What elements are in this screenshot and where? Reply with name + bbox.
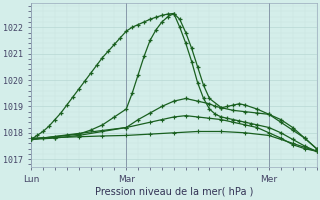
X-axis label: Pression niveau de la mer( hPa ): Pression niveau de la mer( hPa ) [95, 187, 253, 197]
